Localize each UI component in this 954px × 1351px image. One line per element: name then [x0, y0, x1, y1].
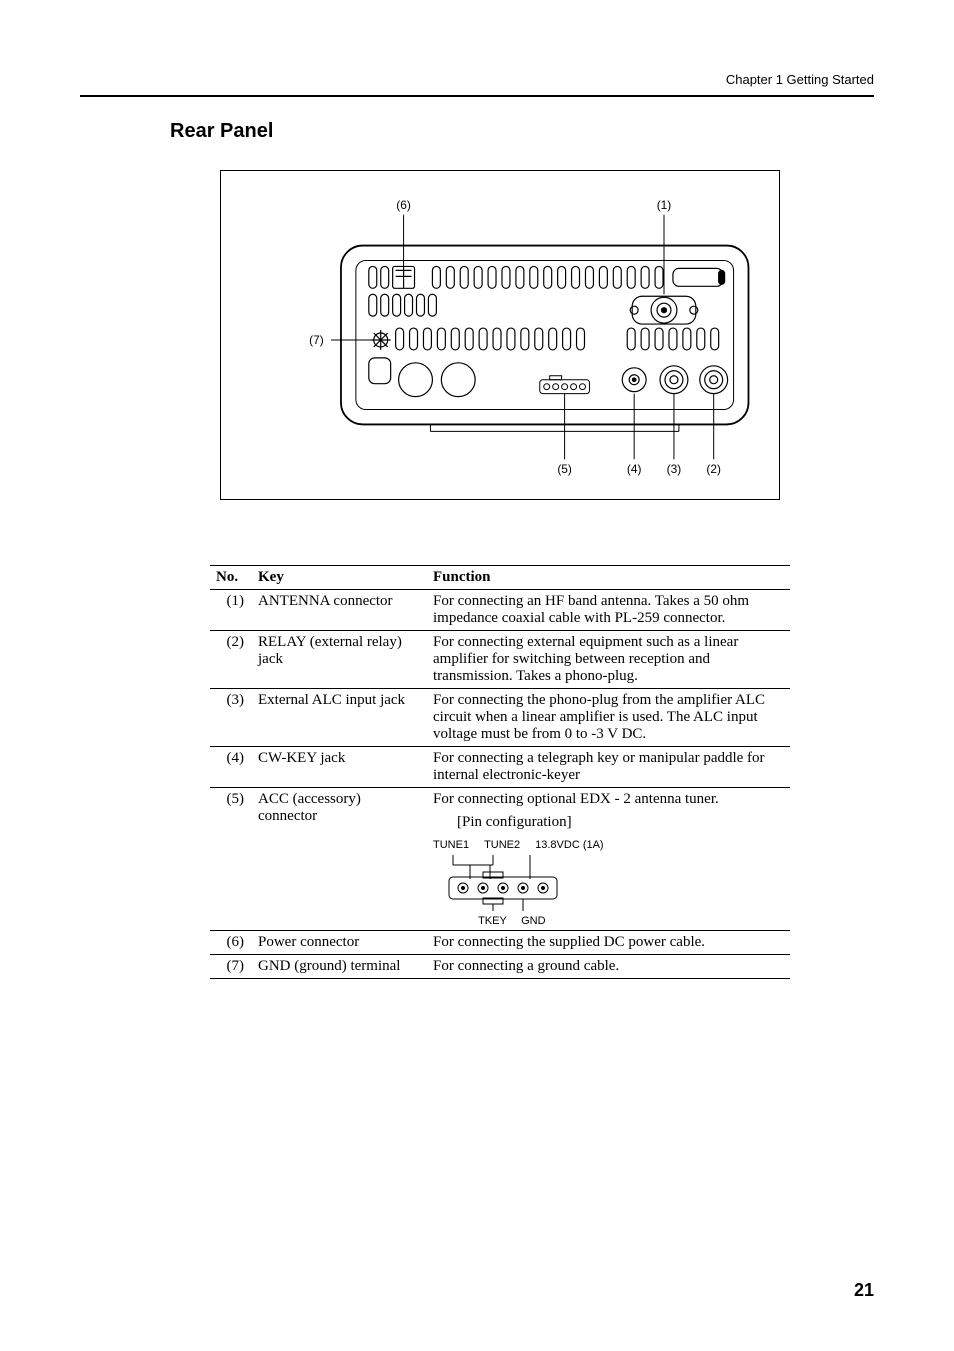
pin-label: 13.8VDC (1A): [535, 839, 603, 851]
callout-4: (4): [627, 462, 642, 476]
pin-config-diagram: [433, 853, 603, 913]
page: Chapter 1 Getting Started Rear Panel: [0, 0, 954, 1351]
pin-label: TUNE2: [484, 839, 532, 851]
table-row: (3) External ALC input jack For connecti…: [210, 689, 790, 747]
cell-key: Power connector: [252, 931, 427, 955]
cell-func: For connecting the phono-plug from the a…: [427, 689, 790, 747]
callout-7: (7): [309, 333, 324, 347]
chapter-header: Chapter 1 Getting Started: [726, 72, 874, 87]
page-number: 21: [854, 1280, 874, 1301]
callout-6: (6): [396, 198, 411, 212]
table-row: (2) RELAY (external relay) jack For conn…: [210, 631, 790, 689]
cell-no: (1): [210, 590, 252, 631]
cell-key: ACC (accessory) connector: [252, 788, 427, 931]
cell-func: For connecting an HF band antenna. Takes…: [427, 590, 790, 631]
callout-5: (5): [557, 462, 572, 476]
callout-2: (2): [706, 462, 721, 476]
rear-panel-table: No. Key Function (1) ANTENNA connector F…: [210, 565, 790, 979]
table-row: (1) ANTENNA connector For connecting an …: [210, 590, 790, 631]
cell-no: (3): [210, 689, 252, 747]
pin-label: TKEY: [478, 915, 518, 927]
pin-labels-bottom: TKEY GND: [433, 915, 784, 927]
cell-no: (5): [210, 788, 252, 931]
th-no: No.: [210, 566, 252, 590]
cell-func: For connecting a ground cable.: [427, 955, 790, 979]
rear-panel-svg: (6) (1) (7) (5) (4) (3) (2): [221, 171, 779, 499]
header-rule: [80, 95, 874, 97]
pin-label: TUNE1: [433, 839, 481, 851]
cell-key: GND (ground) terminal: [252, 955, 427, 979]
table-row: (7) GND (ground) terminal For connecting…: [210, 955, 790, 979]
cell-func: For connecting the supplied DC power cab…: [427, 931, 790, 955]
table-row: (6) Power connector For connecting the s…: [210, 931, 790, 955]
th-func: Function: [427, 566, 790, 590]
cell-no: (7): [210, 955, 252, 979]
cell-key: RELAY (external relay) jack: [252, 631, 427, 689]
th-key: Key: [252, 566, 427, 590]
section-title: Rear Panel: [170, 120, 273, 143]
cell-key: ANTENNA connector: [252, 590, 427, 631]
cell-no: (2): [210, 631, 252, 689]
callout-1: (1): [657, 198, 672, 212]
table-header-row: No. Key Function: [210, 566, 790, 590]
callout-3: (3): [667, 462, 682, 476]
cell-key: External ALC input jack: [252, 689, 427, 747]
cell-key: CW-KEY jack: [252, 747, 427, 788]
cell-func: For connecting optional EDX - 2 antenna …: [427, 788, 790, 931]
cell-no: (6): [210, 931, 252, 955]
cell-func: For connecting external equipment such a…: [427, 631, 790, 689]
cell-func-text: For connecting optional EDX - 2 antenna …: [433, 791, 719, 807]
table-row: (5) ACC (accessory) connector For connec…: [210, 788, 790, 931]
rear-panel-figure: (6) (1) (7) (5) (4) (3) (2): [220, 170, 780, 500]
pin-label: GND: [521, 915, 545, 927]
pin-config-title: [Pin configuration]: [457, 814, 784, 831]
pin-config-block: [Pin configuration] TUNE1 TUNE2 13.8VDC …: [433, 814, 784, 927]
cell-func: For connecting a telegraph key or manipu…: [427, 747, 790, 788]
cell-no: (4): [210, 747, 252, 788]
pin-labels-top: TUNE1 TUNE2 13.8VDC (1A): [433, 839, 784, 851]
table-row: (4) CW-KEY jack For connecting a telegra…: [210, 747, 790, 788]
